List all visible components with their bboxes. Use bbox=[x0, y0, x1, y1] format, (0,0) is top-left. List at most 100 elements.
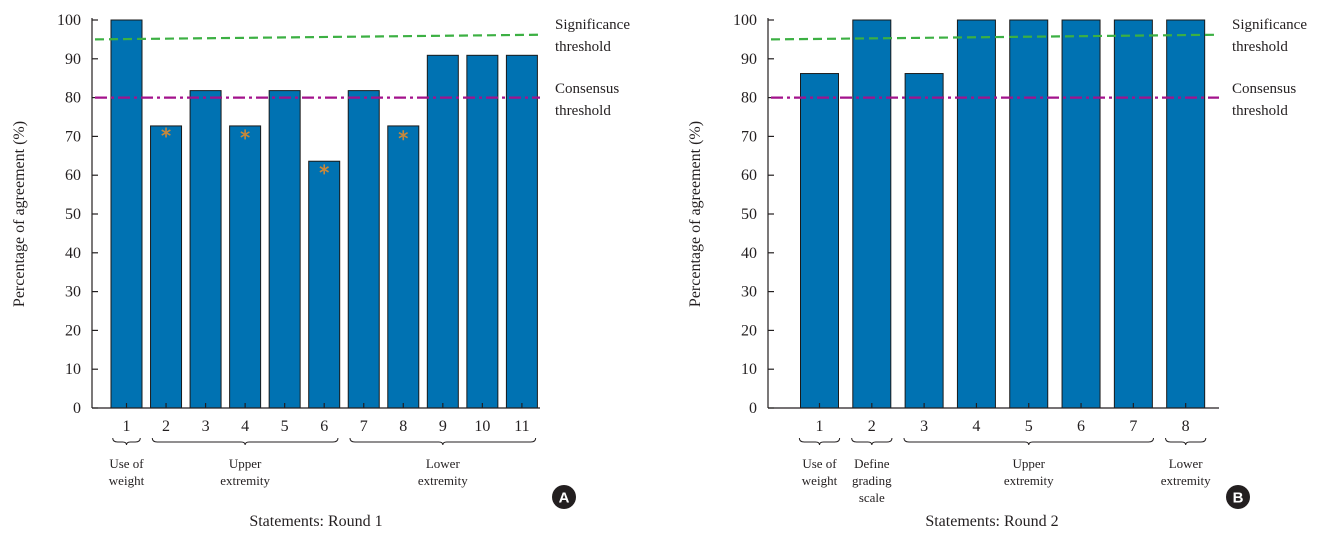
chart-panel-a: 0 10 20 30 40 50 60 70 80 90 100 1 2 3 4 5 6 7 8 9 10 11 Use o… bbox=[11, 12, 630, 530]
y-tick-label: 50 bbox=[741, 206, 757, 223]
bar bbox=[150, 125, 183, 409]
x-tick-label: 6 bbox=[320, 418, 328, 435]
reference-line bbox=[94, 33, 541, 41]
y-tick-label: 20 bbox=[741, 322, 757, 339]
reference-label: threshold bbox=[555, 39, 611, 55]
bar bbox=[1166, 19, 1206, 409]
x-tick-label: 1 bbox=[816, 418, 824, 435]
group-brace bbox=[903, 437, 1155, 446]
x-tick-label: 10 bbox=[474, 418, 490, 435]
bar bbox=[268, 90, 301, 409]
reference-label: Consensus bbox=[555, 81, 619, 97]
y-tick-label: 10 bbox=[65, 361, 81, 378]
reference-label: threshold bbox=[555, 103, 611, 119]
group-brace bbox=[1165, 437, 1207, 446]
panel-badge bbox=[552, 485, 576, 509]
x-tick-label: 8 bbox=[1182, 418, 1190, 435]
y-tick-label: 60 bbox=[741, 167, 757, 184]
x-tick-label: 5 bbox=[281, 418, 289, 435]
asterisk-marker bbox=[161, 127, 171, 138]
x-tick-label: 8 bbox=[399, 418, 407, 435]
group-label: extremity bbox=[1161, 473, 1211, 488]
x-tick-label: 3 bbox=[920, 418, 928, 435]
y-tick-label: 70 bbox=[741, 128, 757, 145]
group-label: Upper bbox=[229, 456, 262, 471]
asterisk-marker bbox=[398, 130, 409, 141]
group-label: Lower bbox=[1169, 456, 1204, 471]
y-tick-label: 30 bbox=[65, 284, 81, 301]
group-label: weight bbox=[802, 473, 838, 488]
y-tick-label: 80 bbox=[65, 90, 81, 107]
x-tick-label: 1 bbox=[123, 418, 131, 435]
bar bbox=[110, 19, 143, 409]
x-tick-label: 2 bbox=[868, 418, 876, 435]
x-tick-label: 5 bbox=[1025, 418, 1033, 435]
bar bbox=[852, 19, 892, 409]
x-tick-label: 2 bbox=[162, 418, 170, 435]
y-tick-label: 0 bbox=[749, 400, 757, 417]
group-label: Upper bbox=[1012, 456, 1045, 471]
panel-badge bbox=[1226, 485, 1250, 509]
y-axis-title: Percentage of agreement (%) bbox=[11, 121, 28, 307]
y-tick-label: 50 bbox=[65, 206, 81, 223]
bar bbox=[800, 73, 839, 409]
group-label: Lower bbox=[426, 456, 461, 471]
bar bbox=[426, 54, 459, 409]
panel-letter: B bbox=[1233, 490, 1244, 507]
y-axis-title: Percentage of agreement (%) bbox=[687, 121, 704, 307]
x-tick-label: 11 bbox=[514, 418, 529, 435]
bar bbox=[189, 90, 222, 409]
y-tick-label: 100 bbox=[57, 12, 81, 29]
x-tick-label: 4 bbox=[972, 418, 980, 435]
y-tick-label: 0 bbox=[73, 400, 81, 417]
bar bbox=[904, 73, 944, 409]
y-tick-label: 90 bbox=[65, 51, 81, 68]
y-tick-label: 30 bbox=[741, 284, 757, 301]
bar bbox=[387, 125, 420, 409]
y-tick-label: 10 bbox=[741, 361, 757, 378]
group-label: extremity bbox=[418, 473, 468, 488]
bar bbox=[1113, 19, 1153, 409]
group-label: scale bbox=[859, 490, 885, 505]
reference-line bbox=[770, 33, 1220, 41]
group-label: grading bbox=[852, 473, 892, 488]
bar bbox=[466, 54, 499, 409]
y-tick-label: 60 bbox=[65, 167, 81, 184]
x-tick-label: 7 bbox=[360, 418, 368, 435]
group-label: Use of bbox=[109, 456, 144, 471]
x-tick-label: 6 bbox=[1077, 418, 1085, 435]
y-tick-label: 70 bbox=[65, 128, 81, 145]
group-brace bbox=[851, 437, 893, 446]
chart-panel-b: 0 10 20 30 40 50 60 70 80 90 100 1 2 3 4 5 6 7 8 Use of weig… bbox=[687, 12, 1307, 530]
group-brace bbox=[151, 437, 339, 446]
x-tick-label: 9 bbox=[439, 418, 447, 435]
y-tick-label: 40 bbox=[741, 245, 757, 262]
y-tick-label: 90 bbox=[741, 51, 757, 68]
y-tick-label: 20 bbox=[65, 322, 81, 339]
x-tick-label: 4 bbox=[241, 418, 249, 435]
bar bbox=[229, 125, 262, 409]
reference-label: threshold bbox=[1232, 103, 1288, 119]
group-brace bbox=[112, 437, 141, 446]
reference-label: Significance bbox=[1232, 17, 1307, 33]
group-brace bbox=[349, 437, 537, 446]
bar bbox=[308, 160, 341, 409]
x-axis-title: Statements: Round 2 bbox=[925, 513, 1058, 530]
bar bbox=[1009, 19, 1049, 409]
bar bbox=[505, 54, 538, 409]
x-tick-label: 3 bbox=[202, 418, 210, 435]
reference-label: Significance bbox=[555, 17, 630, 33]
bar bbox=[347, 90, 380, 409]
group-brace bbox=[798, 437, 841, 446]
group-label: Define bbox=[854, 456, 890, 471]
group-label: extremity bbox=[220, 473, 270, 488]
asterisk-marker bbox=[240, 129, 250, 140]
y-tick-label: 40 bbox=[65, 245, 81, 262]
y-tick-label: 100 bbox=[733, 12, 757, 29]
group-label: weight bbox=[109, 473, 145, 488]
panel-letter: A bbox=[559, 490, 570, 507]
group-label: Use of bbox=[802, 456, 837, 471]
x-axis-title: Statements: Round 1 bbox=[249, 513, 382, 530]
y-tick-label: 80 bbox=[741, 90, 757, 107]
group-label: extremity bbox=[1004, 473, 1054, 488]
